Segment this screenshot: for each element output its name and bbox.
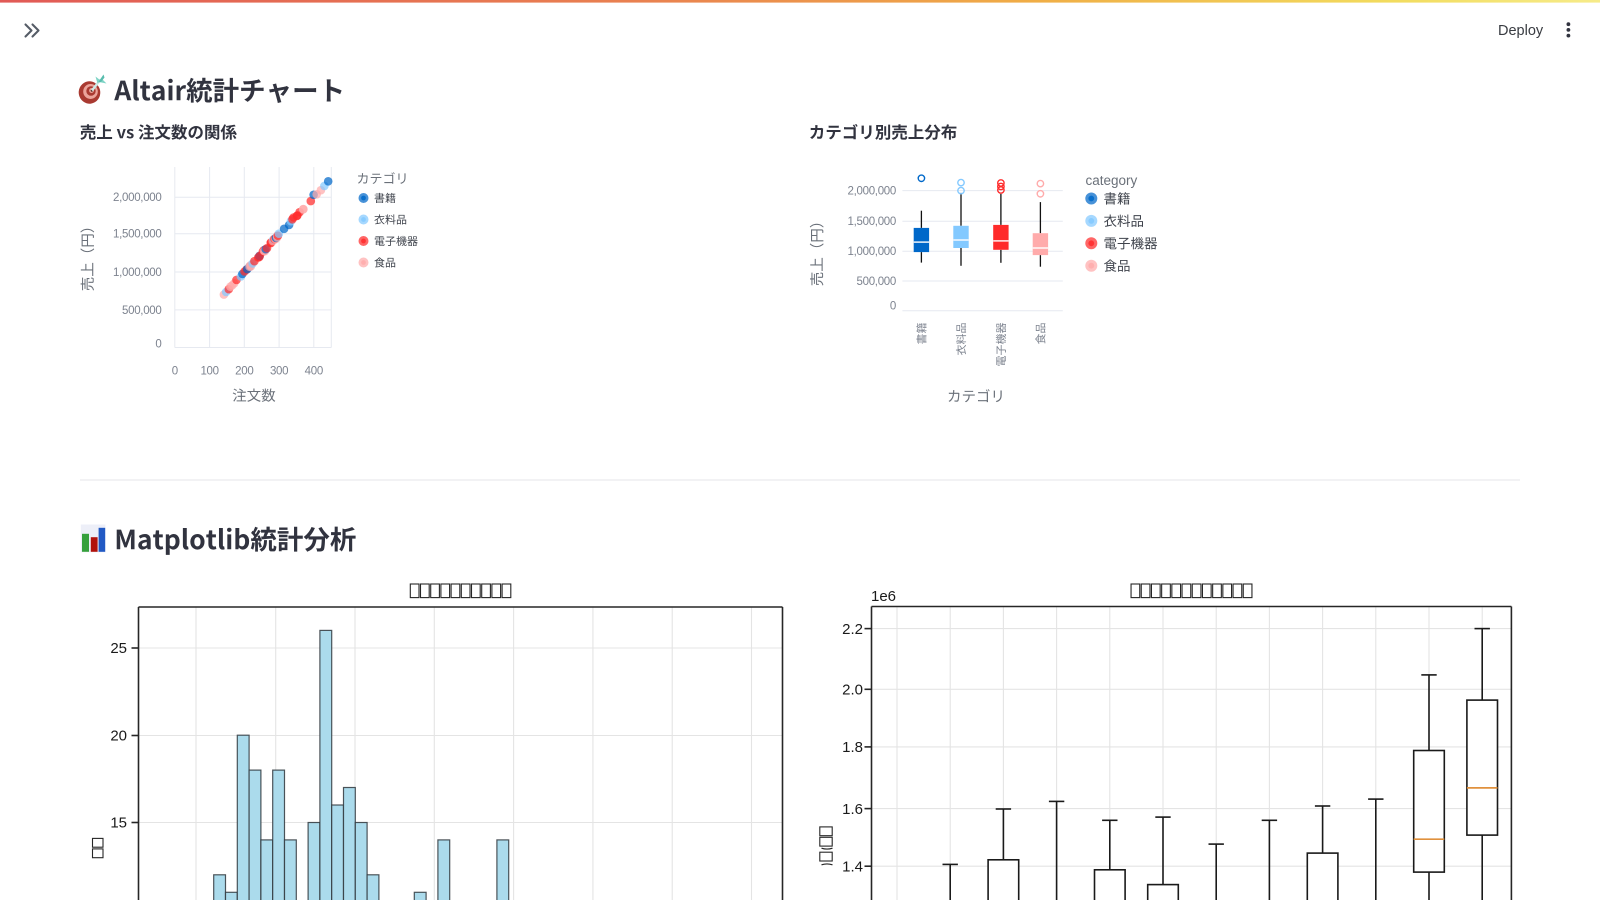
svg-text:category: category [1086, 173, 1138, 188]
svg-text:2,000,000: 2,000,000 [848, 186, 896, 198]
svg-text:300: 300 [270, 365, 288, 377]
svg-text:1,000,000: 1,000,000 [113, 267, 161, 279]
svg-text:1,500,000: 1,500,000 [113, 229, 161, 241]
svg-text:0: 0 [155, 338, 161, 350]
svg-text:25: 25 [110, 640, 127, 657]
svg-text:1.8: 1.8 [842, 739, 863, 756]
svg-text:1e6: 1e6 [871, 588, 896, 605]
svg-text:1,500,000: 1,500,000 [848, 216, 896, 228]
svg-text:2.0: 2.0 [842, 682, 863, 699]
svg-text:2.2: 2.2 [842, 621, 863, 638]
svg-text:20: 20 [110, 728, 127, 745]
svg-text:400: 400 [305, 365, 323, 377]
svg-text:1,000,000: 1,000,000 [848, 246, 896, 258]
svg-text:500,000: 500,000 [857, 276, 896, 288]
svg-text:200: 200 [235, 365, 253, 377]
svg-text:1.4: 1.4 [842, 858, 863, 875]
svg-text:15: 15 [110, 815, 127, 832]
svg-text:100: 100 [200, 365, 218, 377]
svg-text:1.6: 1.6 [842, 801, 863, 818]
svg-text:500,000: 500,000 [122, 305, 161, 317]
svg-text:2,000,000: 2,000,000 [113, 192, 161, 204]
svg-text:Deploy: Deploy [1498, 23, 1544, 39]
svg-text:0: 0 [172, 365, 178, 377]
svg-text:0: 0 [890, 301, 896, 313]
